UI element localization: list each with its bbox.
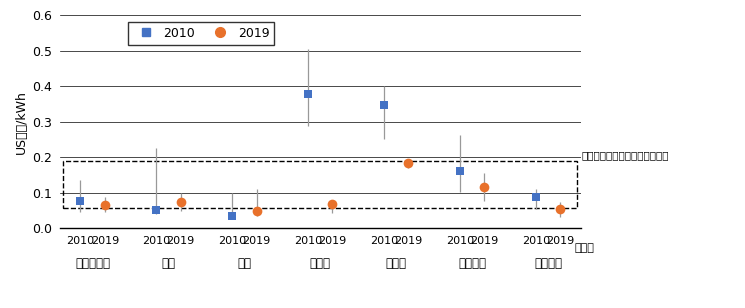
Text: 洋上風力: 洋上風力 <box>458 257 486 270</box>
Legend: 2010, 2019: 2010, 2019 <box>128 22 274 45</box>
Text: 太陽光: 太陽光 <box>310 257 331 270</box>
Text: （年）: （年） <box>574 243 595 253</box>
Text: 地熱: 地熱 <box>162 257 176 270</box>
Text: 太陽熱: 太陽熱 <box>386 257 407 270</box>
Text: バイオマス: バイオマス <box>75 257 110 270</box>
Y-axis label: USドル/kWh: USドル/kWh <box>15 90 28 154</box>
Text: 水力: 水力 <box>238 257 252 270</box>
Text: 化石燃料による発電コスト範囲: 化石燃料による発電コスト範囲 <box>581 150 668 160</box>
Text: 陸上風力: 陸上風力 <box>534 257 562 270</box>
